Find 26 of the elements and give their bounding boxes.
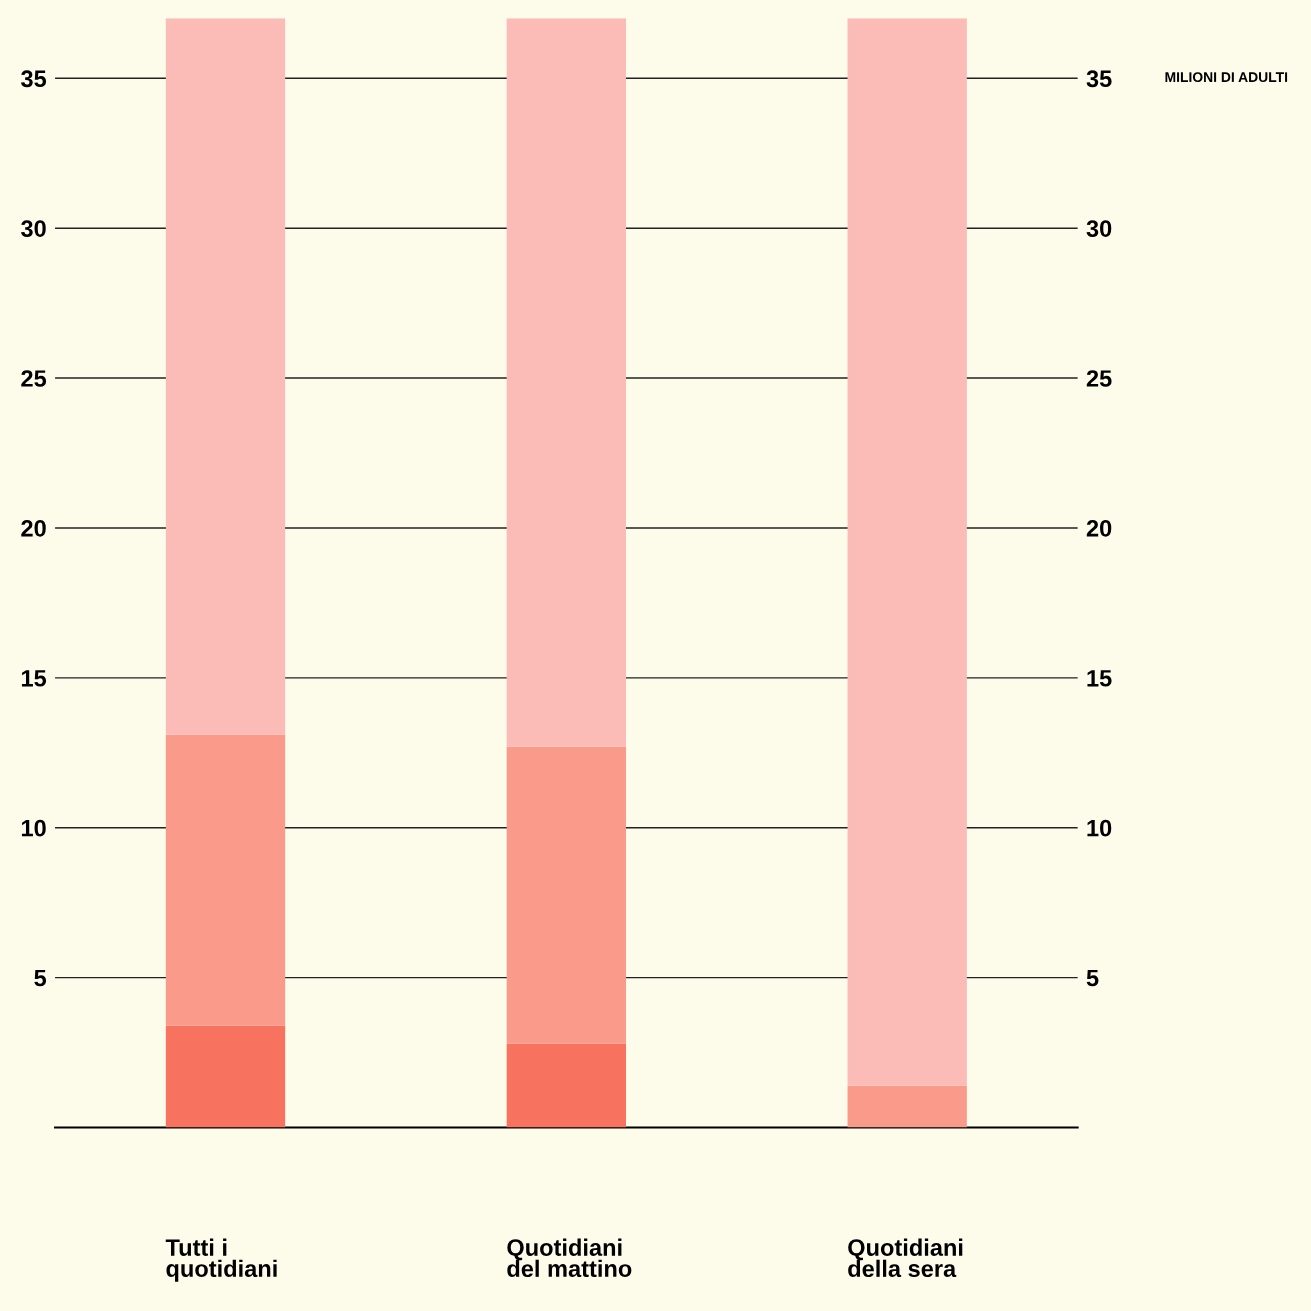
y2-tick-label: 5	[1086, 969, 1099, 987]
bar	[847, 1085, 967, 1128]
bar	[165, 734, 286, 1026]
y-tick-label: 25	[21, 370, 47, 387]
y-tick-label: 10	[21, 819, 46, 837]
bar	[165, 18, 286, 735]
bar	[847, 18, 967, 1086]
bar	[506, 746, 626, 1044]
bar	[165, 1025, 286, 1128]
y2-axis-title: MILIONI DI ADULTI	[1165, 72, 1288, 83]
y2-tick-label: 25	[1086, 370, 1112, 387]
x-tick-label: Tutti i quotidiani	[165, 1238, 277, 1282]
y2-tick-label: 30	[1086, 220, 1112, 238]
y-tick-label: 35	[21, 70, 47, 88]
y2-tick-label: 15	[1087, 670, 1112, 687]
x-tick-label: Quotidiani della sera	[848, 1238, 963, 1278]
bar	[506, 18, 626, 747]
bar	[506, 1043, 626, 1128]
y-tick-label: 20	[21, 520, 46, 537]
y2-tick-label: 20	[1086, 520, 1112, 537]
y-tick-label: 30	[21, 220, 46, 238]
x-tick-label: Quotidiani del mattino	[507, 1238, 632, 1278]
y2-tick-label: 10	[1087, 819, 1112, 837]
y-tick-label: 5	[34, 969, 47, 987]
y2-tick-label: 35	[1086, 70, 1112, 88]
y-tick-label: 15	[21, 670, 47, 687]
